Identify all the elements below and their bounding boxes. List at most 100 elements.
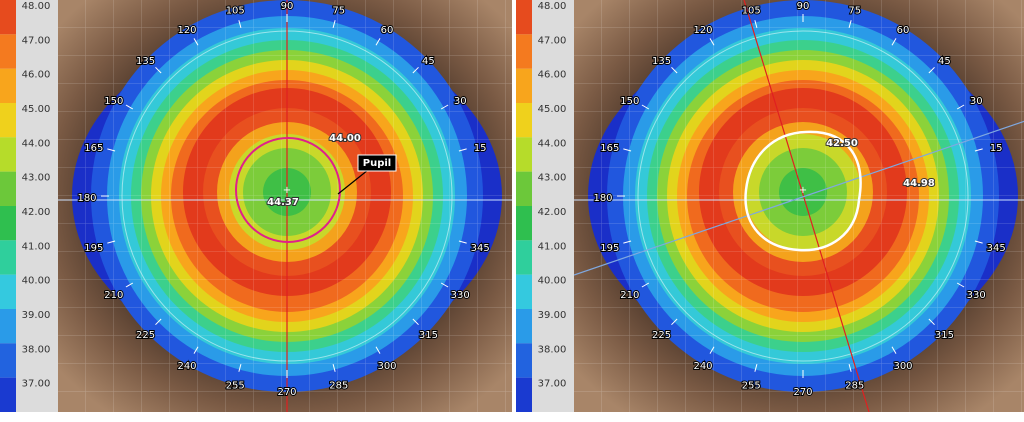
reference-ring — [637, 30, 969, 362]
angle-label: 300 — [893, 361, 912, 372]
angle-tick — [671, 66, 678, 74]
angle-tick — [891, 346, 897, 354]
angle-label: 180 — [77, 193, 96, 204]
angle-tick — [848, 363, 852, 372]
scale-label: 38.00 — [538, 344, 567, 355]
grid-overlay — [58, 0, 512, 412]
scale-label: 44.00 — [538, 138, 567, 149]
angle-label: 285 — [845, 380, 864, 391]
steep-meridian — [743, 0, 870, 412]
scale-swatch — [0, 343, 16, 378]
angle-label: 210 — [104, 290, 123, 301]
angle-tick — [440, 282, 449, 288]
scale-label: 46.00 — [22, 70, 51, 81]
scale-swatch — [516, 377, 532, 412]
scale-label: 38.00 — [22, 344, 51, 355]
scale-label: 43.00 — [538, 173, 567, 184]
angle-label: 105 — [742, 6, 761, 17]
angle-tick — [193, 38, 199, 46]
scale-label: 47.00 — [538, 35, 567, 46]
angle-label: 90 — [797, 1, 810, 12]
angle-tick — [332, 363, 336, 372]
angle-label: 330 — [451, 290, 470, 301]
angle-tick — [974, 240, 983, 244]
scale-swatch — [0, 309, 16, 344]
angle-tick — [125, 282, 134, 288]
scale-swatch — [0, 206, 16, 241]
scale-swatch — [516, 68, 532, 103]
angle-label: 120 — [693, 25, 712, 36]
scale-swatch — [516, 240, 532, 275]
center-mark: + — [799, 185, 807, 196]
angle-tick — [956, 282, 965, 288]
angle-tick — [412, 66, 419, 74]
angle-tick — [641, 104, 650, 110]
angle-label: 300 — [377, 361, 396, 372]
scale-label: 44.00 — [22, 138, 51, 149]
scale-swatch — [0, 0, 16, 35]
scale-swatch — [0, 171, 16, 206]
scale-swatch — [516, 343, 532, 378]
angle-label: 285 — [329, 380, 348, 391]
scale-label: 42.00 — [22, 207, 51, 218]
scale-swatch — [516, 103, 532, 138]
angle-tick — [709, 346, 715, 354]
angle-label: 195 — [84, 243, 103, 254]
curvature-reading: 44.37 — [267, 197, 299, 208]
pupil-label-box — [357, 154, 397, 172]
pupil-outline — [744, 130, 862, 252]
angle-tick — [125, 104, 134, 110]
scale-swatch — [516, 137, 532, 172]
angle-tick — [623, 240, 632, 244]
angle-tick — [332, 20, 336, 29]
map-area: + — [574, 0, 1024, 412]
scale-label: 41.00 — [22, 241, 51, 252]
map-area: Pupil + — [58, 0, 512, 412]
scale-swatch — [0, 68, 16, 103]
angle-label: 150 — [104, 96, 123, 107]
angle-label: 255 — [742, 380, 761, 391]
angle-tick — [238, 363, 242, 372]
center-mark: + — [283, 185, 291, 196]
curvature-reading: 44.00 — [329, 133, 361, 144]
angle-label: 315 — [419, 330, 438, 341]
angle-label: 30 — [454, 96, 467, 107]
angle-label: 15 — [990, 143, 1003, 154]
angle-label: 165 — [84, 143, 103, 154]
scale-swatch — [516, 0, 532, 35]
scale-label: 43.00 — [22, 173, 51, 184]
angle-tick — [155, 318, 162, 326]
angle-label: 165 — [600, 143, 619, 154]
angle-label: 120 — [177, 25, 196, 36]
scale-label: 40.00 — [538, 276, 567, 287]
angle-tick — [928, 318, 935, 326]
angle-tick — [412, 318, 419, 326]
angle-label: 255 — [226, 380, 245, 391]
angle-label: 270 — [277, 387, 296, 398]
angle-tick — [458, 148, 467, 152]
scale-label: 48.00 — [538, 1, 567, 12]
angle-label: 60 — [897, 25, 910, 36]
angle-tick — [375, 38, 381, 46]
scale-swatch — [0, 274, 16, 309]
angle-tick — [754, 363, 758, 372]
scale-swatch — [516, 309, 532, 344]
angle-label: 240 — [177, 361, 196, 372]
scale-swatch — [0, 377, 16, 412]
scale-swatch — [516, 171, 532, 206]
scale-label: 39.00 — [538, 310, 567, 321]
scale-swatch — [0, 34, 16, 69]
angle-tick — [193, 346, 199, 354]
angle-label: 60 — [381, 25, 394, 36]
angle-tick — [375, 346, 381, 354]
angle-label: 75 — [332, 6, 345, 17]
angle-label: 315 — [935, 330, 954, 341]
angle-label: 240 — [693, 361, 712, 372]
angle-tick — [974, 148, 983, 152]
angle-tick — [848, 20, 852, 29]
scale-swatch — [0, 103, 16, 138]
scale-swatch — [516, 34, 532, 69]
angle-label: 345 — [471, 243, 490, 254]
angle-label: 135 — [136, 56, 155, 67]
scale-label: 46.00 — [538, 70, 567, 81]
